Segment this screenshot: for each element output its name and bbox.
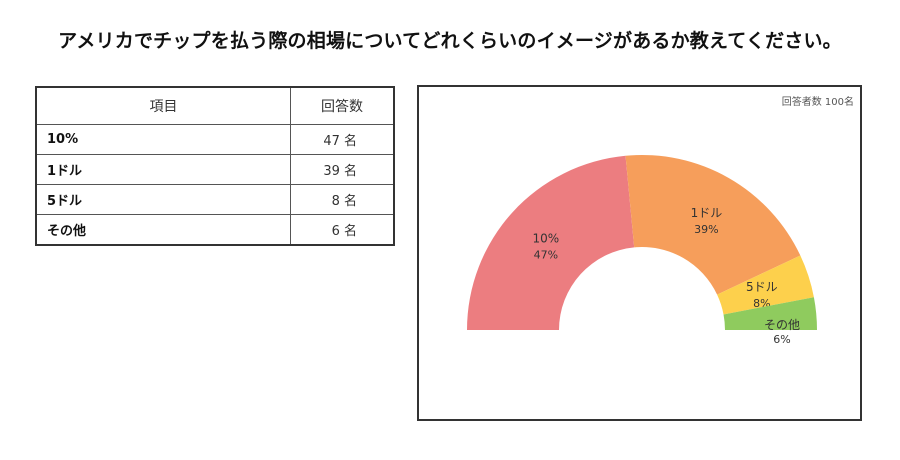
table-row: 5ドル 8 名 [35, 184, 395, 215]
slice-label: 10% [533, 232, 560, 246]
slice-label: 1ドル [691, 206, 723, 220]
table-row: 1ドル 39 名 [35, 154, 395, 185]
row-item: 10% [35, 124, 291, 155]
header-item: 項目 [35, 86, 291, 125]
row-item: 5ドル [35, 184, 291, 215]
slice-2 [625, 155, 801, 295]
table-header-row: 項目 回答数 [35, 86, 395, 125]
slice-4 [723, 297, 817, 330]
slice-percent-label: 47% [534, 249, 558, 262]
header-count: 回答数 [290, 86, 395, 125]
table-row: その他 6 名 [35, 214, 395, 246]
respondent-count-note: 回答者数 100名 [781, 97, 854, 108]
slice-1 [467, 155, 635, 330]
chart-frame: 回答者数 100名 10% 47% 1ドル 39% 5ドル 8% その他 6% [417, 85, 862, 421]
row-count: 39 名 [290, 154, 395, 185]
results-table: 項目 回答数 10% 47 名 1ドル 39 名 5ドル 8 名 その他 6 名 [35, 86, 395, 246]
row-item: 1ドル [35, 154, 291, 185]
slice-label: 5ドル [746, 280, 778, 294]
slice-3 [717, 255, 814, 315]
slice-percent-label: 6% [773, 333, 790, 346]
table-row: 10% 47 名 [35, 124, 395, 155]
row-count: 47 名 [290, 124, 395, 155]
row-item: その他 [35, 214, 291, 246]
row-count: 6 名 [290, 214, 395, 246]
slice-label: その他 [764, 318, 800, 332]
row-count: 8 名 [290, 184, 395, 215]
question-title: アメリカでチップを払う際の相場についてどれくらいのイメージがあるか教えてください… [58, 30, 842, 52]
slice-percent-label: 39% [694, 223, 718, 236]
